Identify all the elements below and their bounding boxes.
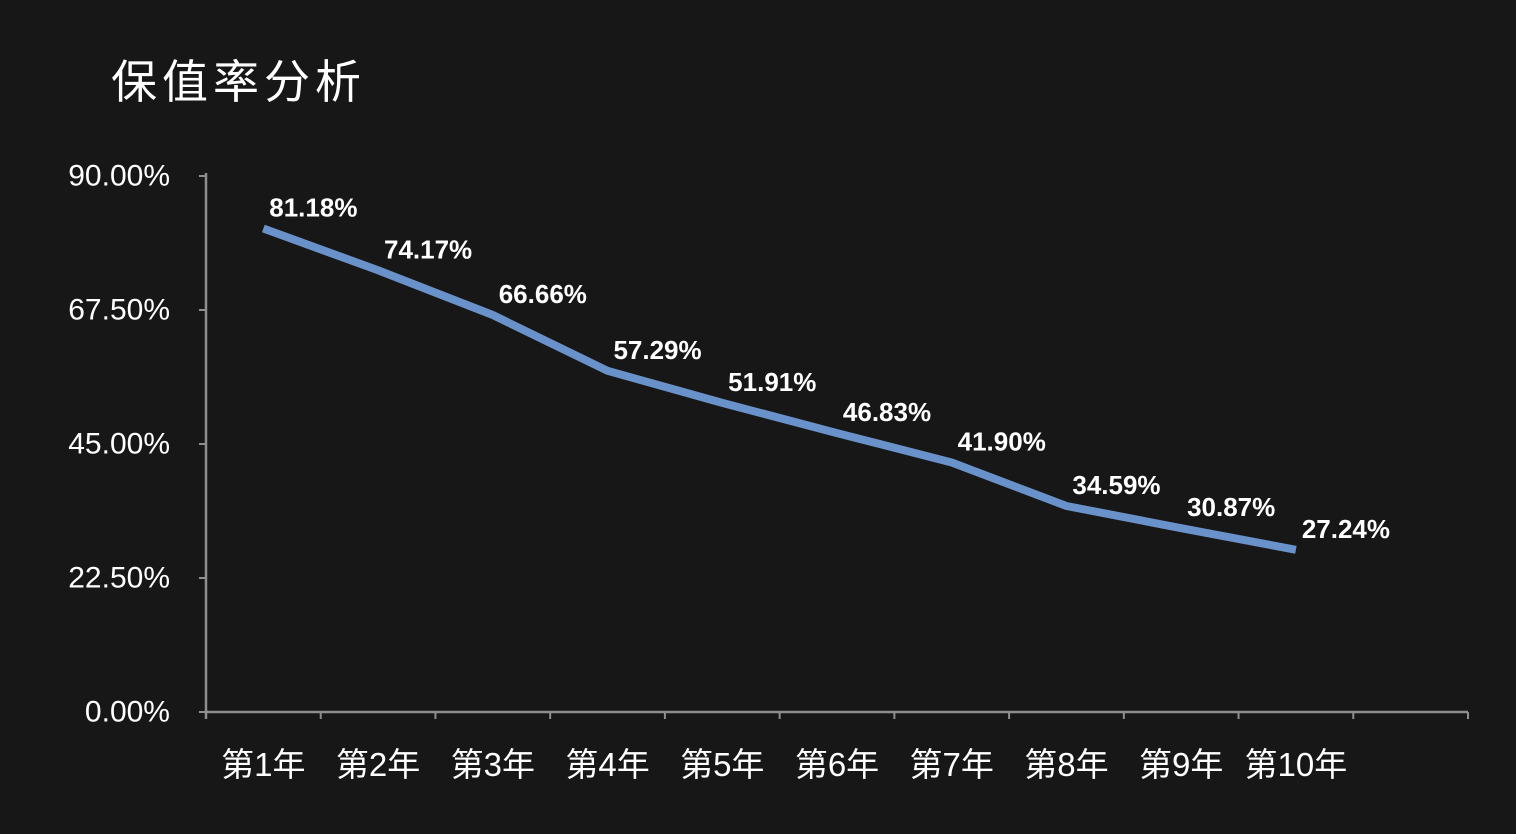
x-category-label: 第5年 (680, 746, 764, 783)
x-category-label: 第4年 (565, 746, 649, 783)
x-category-label: 第9年 (1139, 746, 1223, 783)
x-category-label: 第3年 (451, 746, 535, 783)
data-point-label: 74.17% (384, 234, 472, 264)
x-category-label: 第2年 (336, 746, 420, 783)
data-point-label: 30.87% (1187, 492, 1275, 522)
y-axis-tick-label: 22.50% (68, 562, 170, 595)
retention-rate-line (261, 224, 1297, 554)
data-point-label: 46.83% (843, 397, 931, 427)
data-point-label: 41.90% (958, 426, 1046, 456)
data-point-label: 81.18% (269, 193, 357, 223)
chart-title: 保值率分析 (111, 56, 366, 108)
data-point-label: 34.59% (1072, 470, 1160, 500)
x-category-label: 第10年 (1245, 746, 1348, 783)
y-axis-tick-label: 67.50% (68, 294, 170, 327)
x-category-label: 第1年 (221, 746, 305, 783)
data-point-label: 57.29% (613, 335, 701, 365)
data-point-label: 27.24% (1302, 514, 1390, 544)
y-axis-tick-label: 45.00% (68, 428, 170, 461)
x-category-label: 第7年 (910, 746, 994, 783)
data-point-label: 51.91% (728, 367, 816, 397)
data-point-label: 66.66% (499, 279, 587, 309)
y-axis-tick-label: 90.00% (68, 160, 170, 193)
y-axis-tick-label: 0.00% (85, 696, 170, 729)
x-category-label: 第6年 (795, 746, 879, 783)
x-category-label: 第8年 (1024, 746, 1108, 783)
